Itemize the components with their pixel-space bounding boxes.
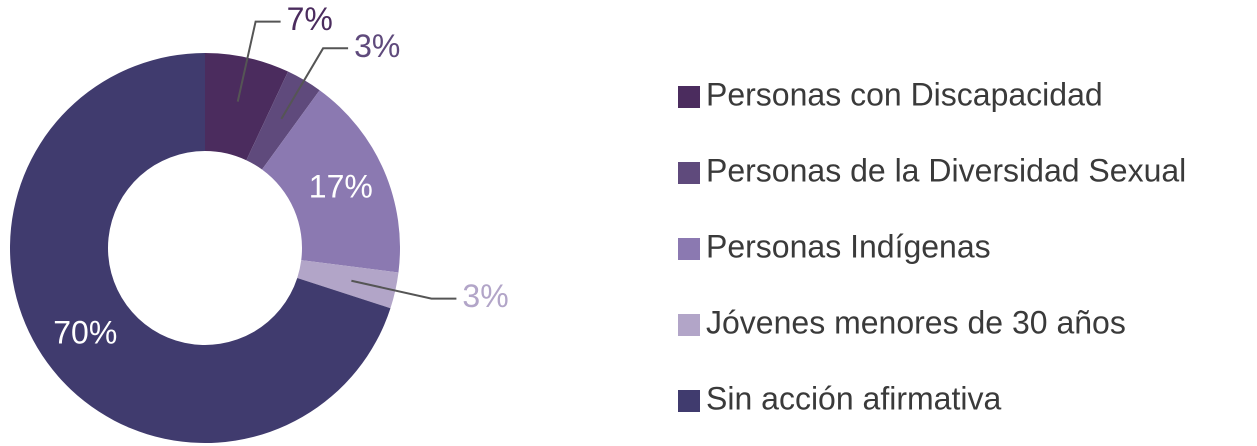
legend-label: Personas con Discapacidad — [706, 76, 1103, 112]
data-label: 3% — [354, 28, 400, 64]
data-label: 7% — [287, 1, 333, 37]
legend-swatch — [678, 86, 700, 108]
data-label: 70% — [53, 314, 117, 350]
leader-line — [280, 47, 349, 120]
leader-line — [236, 20, 281, 102]
leader-line — [351, 279, 457, 300]
donut-slice — [297, 260, 399, 309]
legend-swatch — [678, 238, 700, 260]
donut-slice — [10, 53, 391, 443]
legend-label: Jóvenes menores de 30 años — [706, 304, 1126, 340]
donut-slice — [205, 53, 289, 161]
legend-swatch — [678, 390, 700, 412]
legend-label: Personas de la Diversidad Sexual — [706, 152, 1186, 188]
legend-label: Personas Indígenas — [706, 228, 991, 264]
legend-label: Sin acción afirmativa — [706, 380, 1001, 416]
legend-swatch — [678, 162, 700, 184]
data-label: 3% — [462, 278, 508, 314]
legend-swatch — [678, 314, 700, 336]
donut-slice — [246, 71, 320, 170]
data-label: 17% — [309, 169, 373, 205]
donut-slice — [262, 90, 401, 273]
